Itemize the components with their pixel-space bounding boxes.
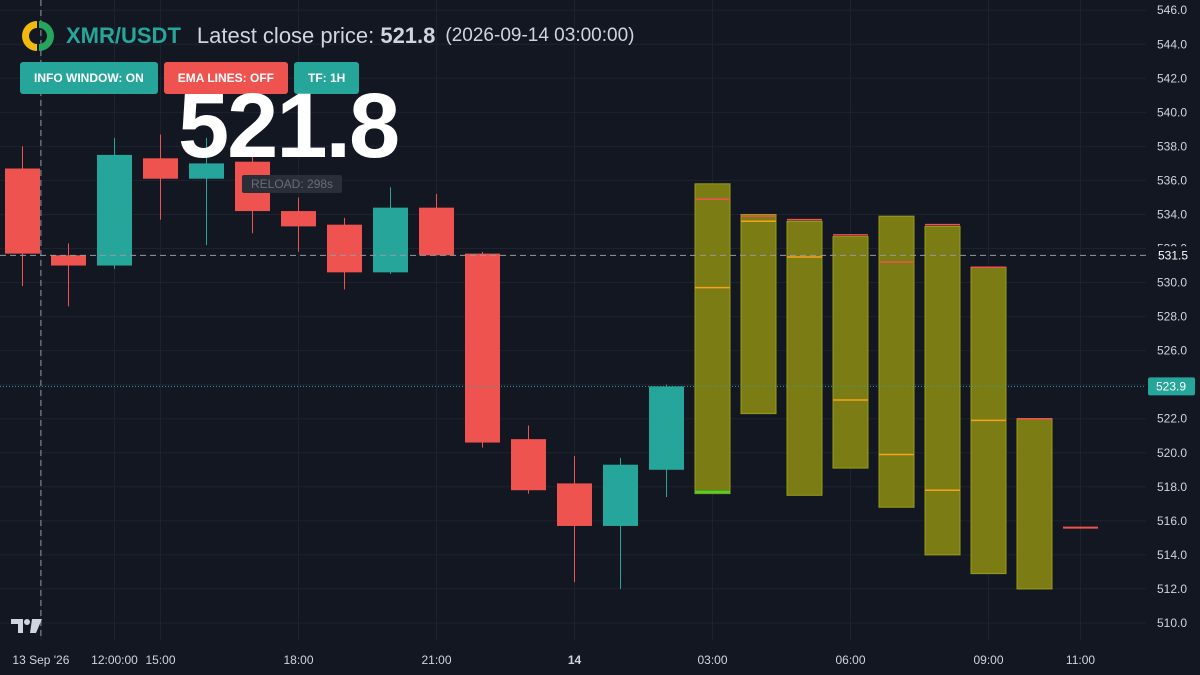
current-price-box: [1148, 377, 1195, 396]
latest-close-timestamp: (2026-09-14 03:00:00): [445, 25, 635, 46]
price-axis[interactable]: 546.0544.0542.0540.0538.0536.0534.0532.0…: [1148, 3, 1200, 630]
ema-lines-toggle-button[interactable]: EMA LINES: OFF: [163, 62, 288, 94]
x-tick-label: 03:00: [697, 653, 727, 667]
forecast-box: [694, 183, 731, 495]
forecast-box: [1016, 418, 1053, 590]
candle-body: [511, 439, 546, 491]
overlay-layer: [0, 0, 1146, 640]
forecast-box: [924, 225, 961, 556]
candle-body: [143, 158, 178, 179]
candle-body: [281, 211, 316, 227]
y-tick-label: 526.0: [1157, 344, 1187, 358]
y-tick-label: 538.0: [1157, 139, 1187, 153]
x-tick-label: 18:00: [283, 653, 313, 667]
y-tick-label: 514.0: [1157, 548, 1187, 562]
y-tick-label: 530.0: [1157, 276, 1187, 290]
x-tick-label: 11:00: [1066, 653, 1095, 667]
y-tick-label: 528.0: [1157, 310, 1187, 324]
candle-body: [603, 464, 638, 526]
candle-body: [649, 386, 684, 470]
exchange-logo-icon: [22, 21, 54, 51]
y-tick-label: 546.0: [1157, 3, 1187, 17]
x-tick-label: 15:00: [145, 653, 175, 667]
reload-countdown: RELOAD: 298s: [242, 175, 343, 193]
forecast-box: [878, 215, 915, 508]
candle-body: [465, 253, 500, 443]
y-tick-label: 522.0: [1157, 412, 1187, 426]
candles-layer: [5, 134, 684, 589]
y-tick-label: 536.0: [1157, 173, 1187, 187]
candle-body: [5, 168, 40, 254]
y-tick-label: 520.0: [1157, 446, 1187, 460]
forecast-box: [832, 236, 869, 469]
candle-body: [373, 207, 408, 273]
tradingview-logo-icon: [11, 619, 42, 633]
pair-symbol: XMR/USDT: [66, 23, 181, 48]
candle-body: [327, 224, 362, 273]
crosshair-price-label: 531.5: [1158, 248, 1188, 262]
x-tick-label: 21:00: [421, 653, 451, 667]
info-window-toggle-button[interactable]: INFO WINDOW: ON: [20, 62, 158, 94]
y-tick-label: 544.0: [1157, 37, 1187, 51]
forecast-box: [786, 220, 823, 496]
x-tick-label: 06:00: [835, 653, 865, 667]
time-axis[interactable]: 13 Sep '26 12:00:00 15:00 18:00 21:00 14 03:00…: [12, 653, 1095, 667]
y-tick-label: 534.0: [1157, 207, 1187, 221]
x-tick-label: 12:00:00: [91, 653, 138, 667]
latest-close-text: Latest close price:: [196, 23, 375, 48]
current-price-label: 523.9: [1156, 379, 1186, 393]
y-tick-label: 542.0: [1157, 71, 1187, 85]
candle-body: [557, 483, 592, 526]
x-tick-label: 14: [568, 653, 582, 667]
x-tick-label: 13 Sep '26: [12, 653, 69, 667]
x-tick-label: 09:00: [973, 653, 1003, 667]
forecast-layer: [694, 183, 1098, 590]
chart-header: XMR/USDT Latest close price: 521.8 (2026…: [18, 16, 634, 56]
y-tick-label: 516.0: [1157, 514, 1187, 528]
latest-close-label: Latest close price: 521.8: [197, 23, 436, 49]
y-tick-label: 512.0: [1157, 582, 1187, 596]
y-tick-label: 518.0: [1157, 480, 1187, 494]
timeframe-button[interactable]: TF: 1H: [293, 62, 360, 94]
candle-body: [51, 255, 86, 266]
candle-body: [419, 207, 454, 256]
crosshair-price-box: [1148, 246, 1200, 265]
y-tick-label: 510.0: [1157, 616, 1187, 630]
toolbar: INFO WINDOW: ON EMA LINES: OFF TF: 1H: [20, 62, 360, 94]
candle-body: [97, 154, 132, 266]
forecast-box: [740, 213, 777, 415]
latest-close-value: 521.8: [380, 23, 436, 48]
big-price-display: 521.8: [178, 75, 400, 177]
y-tick-label: 540.0: [1157, 105, 1187, 119]
candle-body: [189, 163, 224, 179]
